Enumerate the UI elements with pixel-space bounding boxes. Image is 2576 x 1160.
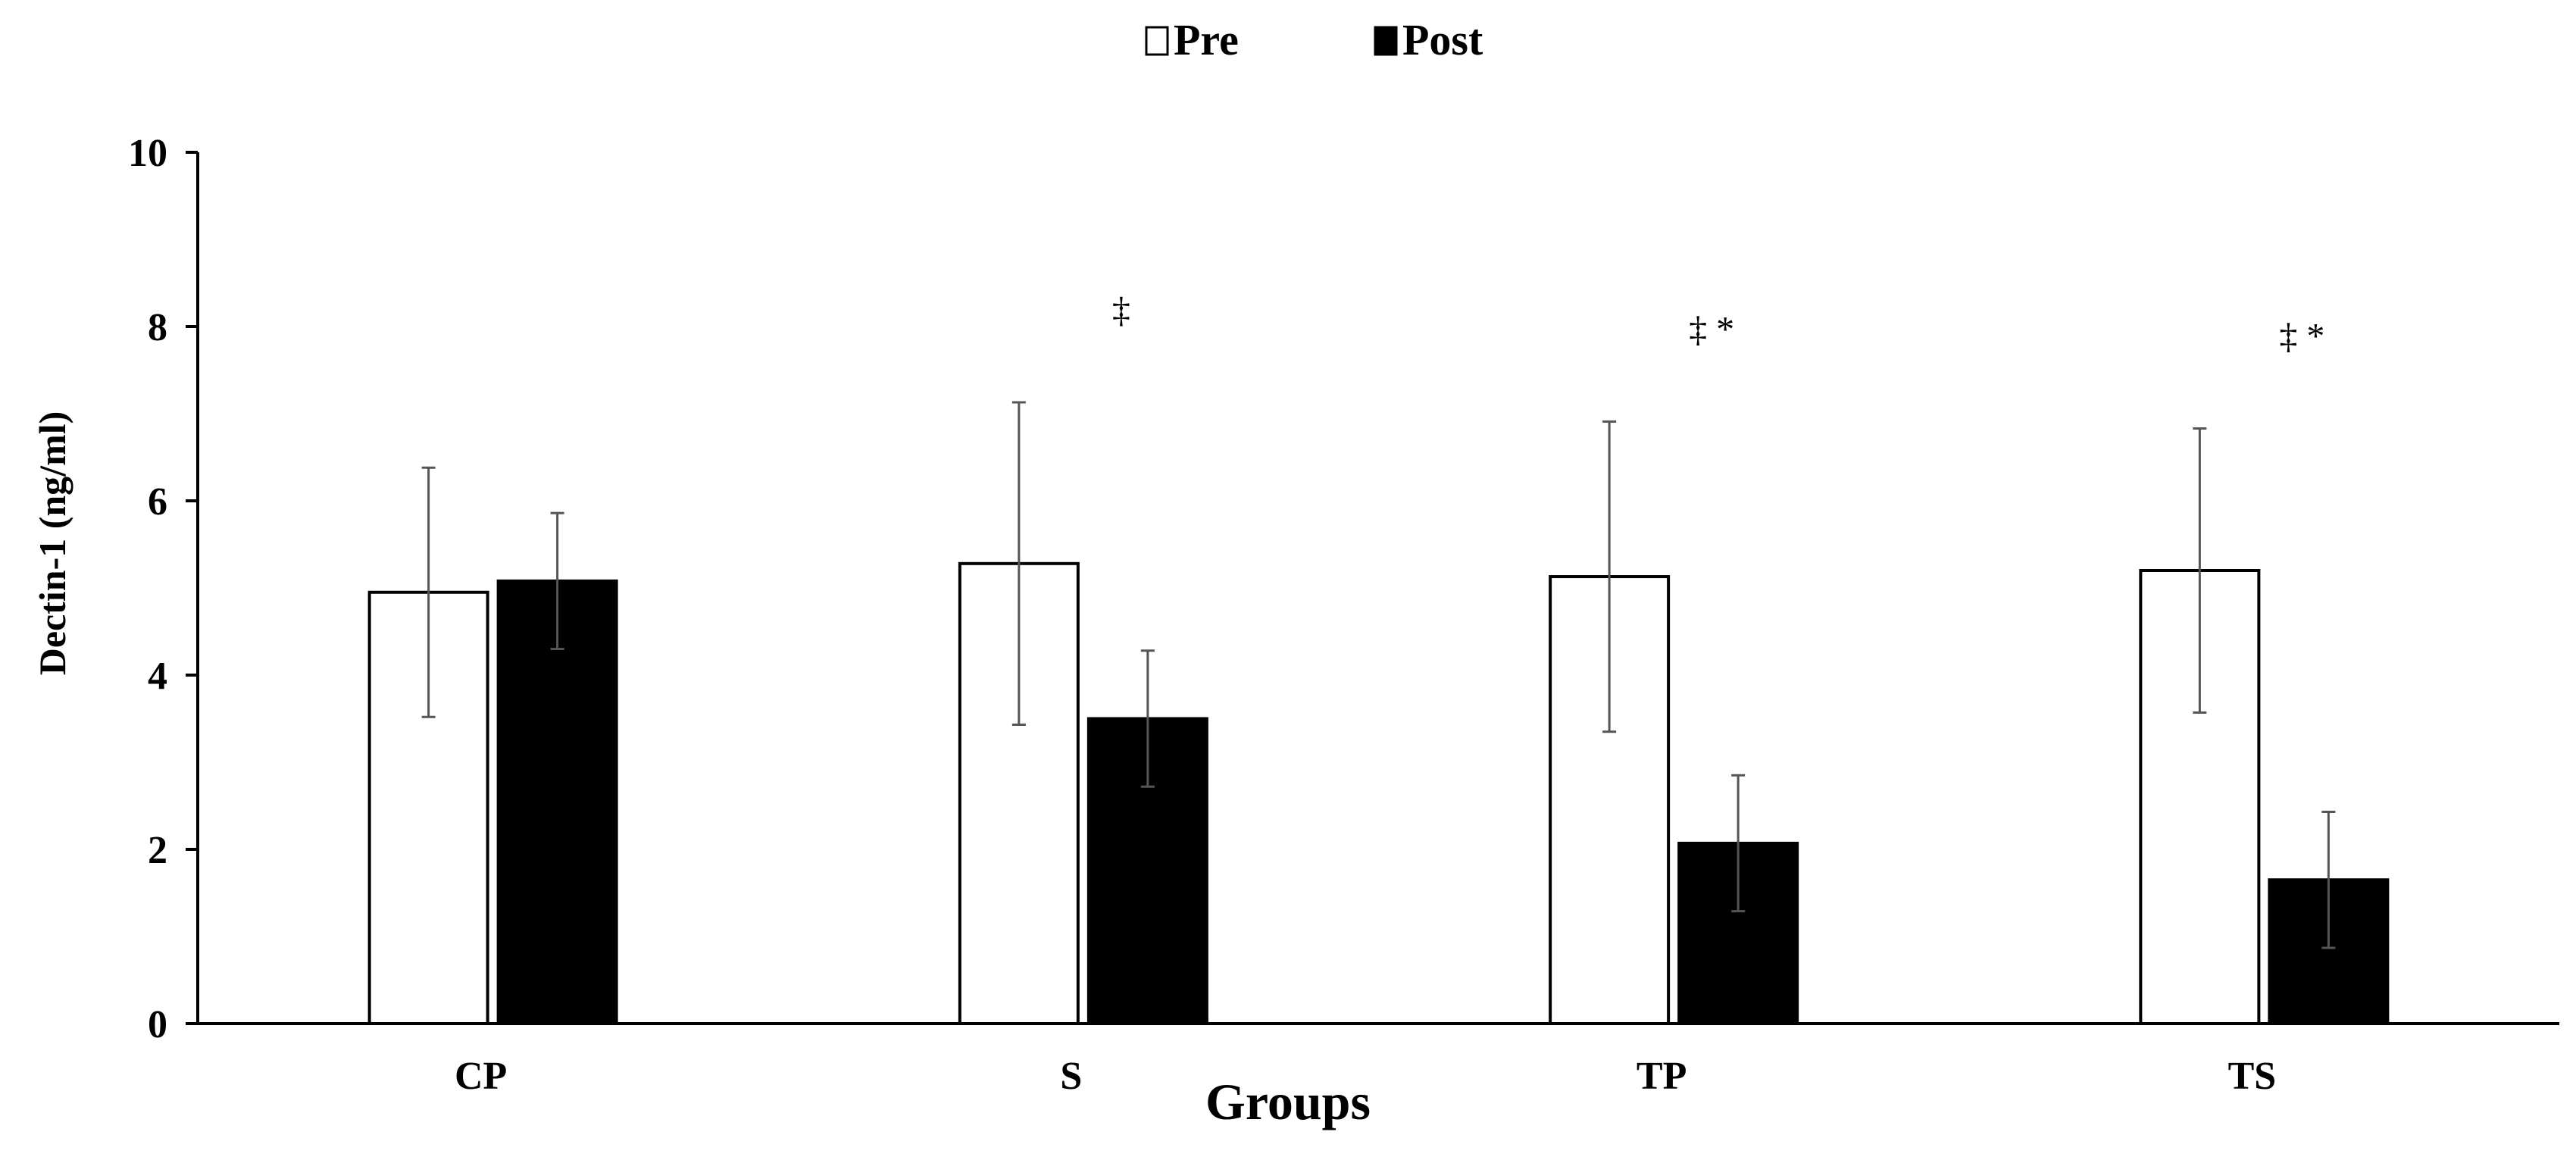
y-tick-label: 10 <box>128 132 167 175</box>
category-labels: CP S TP TS <box>455 1055 2276 1098</box>
legend: Pre Post <box>1145 15 1483 64</box>
bars: ‡ ‡ * ‡ * <box>367 290 2390 1025</box>
error-bar-post-s <box>1140 649 1155 788</box>
y-ticks: 0 2 4 6 8 10 <box>128 132 198 1046</box>
x-category-label: TS <box>2228 1055 2277 1098</box>
x-category-label: S <box>1060 1055 1082 1098</box>
legend-label-post: Post <box>1402 15 1483 64</box>
legend-swatch-pre <box>1145 26 1169 56</box>
error-bar-post-ts <box>2321 811 2336 949</box>
legend-label-pre: Pre <box>1174 15 1239 64</box>
y-tick-label: 0 <box>148 1003 167 1046</box>
significance-annotation: ‡ * <box>2279 317 2324 357</box>
error-bar-post-tp <box>1731 774 1746 913</box>
y-axis-title: Dectin-1 (ng/ml) <box>31 411 73 676</box>
bar-post-cp <box>496 579 618 1025</box>
y-tick-label: 2 <box>148 829 167 872</box>
error-bar-pre-ts <box>2193 427 2207 714</box>
y-tick-label: 6 <box>148 480 167 524</box>
error-bar-pre-tp <box>1602 420 1617 733</box>
y-tick-label: 4 <box>148 655 167 698</box>
significance-annotation: ‡ * <box>1689 309 1734 349</box>
legend-swatch-post <box>1374 26 1398 56</box>
y-tick-label: 8 <box>148 306 167 349</box>
x-category-label: TP <box>1637 1055 1687 1098</box>
bar-pre-tp <box>1549 575 1671 1025</box>
error-bar-pre-s <box>1011 401 1026 727</box>
error-bar-pre-cp <box>421 466 436 718</box>
bar-pre-ts <box>2139 569 2261 1025</box>
x-category-label: CP <box>455 1055 507 1098</box>
error-bar-post-cp <box>550 511 564 650</box>
x-axis-title: Groups <box>1205 1073 1371 1130</box>
significance-annotation: ‡ <box>1112 290 1130 330</box>
